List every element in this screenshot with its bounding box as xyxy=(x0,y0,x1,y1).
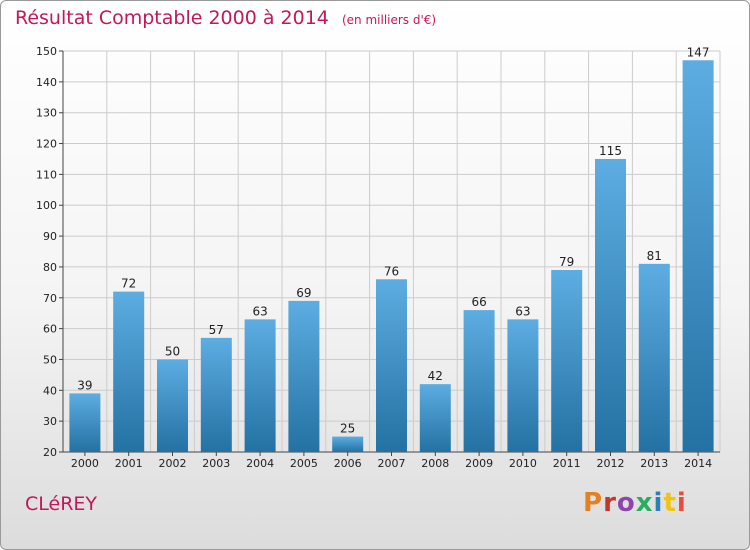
bar-2004[interactable] xyxy=(244,319,276,452)
data-label: 63 xyxy=(252,304,267,318)
bar-2009[interactable] xyxy=(463,310,495,452)
y-tick-label: 110 xyxy=(36,168,57,181)
bar-2005[interactable] xyxy=(288,300,320,452)
x-tick-label: 2013 xyxy=(640,457,668,470)
x-tick-label: 2011 xyxy=(553,457,581,470)
y-tick-label: 80 xyxy=(43,261,57,274)
x-tick-label: 2009 xyxy=(465,457,493,470)
y-tick-label: 100 xyxy=(36,199,57,212)
x-tick-label: 2006 xyxy=(334,457,362,470)
bar-2014[interactable] xyxy=(682,60,714,452)
data-label: 79 xyxy=(559,255,574,269)
data-label: 72 xyxy=(121,277,136,291)
data-label: 63 xyxy=(515,304,530,318)
bar-2013[interactable] xyxy=(638,263,670,452)
data-label: 57 xyxy=(209,323,224,337)
x-tick-label: 2002 xyxy=(159,457,187,470)
logo-letter: P xyxy=(583,488,604,518)
y-tick-label: 150 xyxy=(36,45,57,58)
y-tick-label: 20 xyxy=(43,446,57,459)
x-tick-label: 2005 xyxy=(290,457,318,470)
data-label: 69 xyxy=(296,286,311,300)
y-tick-label: 60 xyxy=(43,323,57,336)
data-labels: 39 72 50 57 63 69 25 76 42 66 63 79 115 81 147 xyxy=(77,45,709,435)
logo-letter: x xyxy=(635,488,654,518)
x-tick-label: 2008 xyxy=(421,457,449,470)
data-label: 66 xyxy=(471,295,486,309)
bar-2010[interactable] xyxy=(507,319,539,452)
data-label: 39 xyxy=(77,378,92,392)
bar-2012[interactable] xyxy=(595,158,626,452)
y-tick-label: 30 xyxy=(43,415,57,428)
bar-2011[interactable] xyxy=(551,270,583,452)
y-tick-label: 90 xyxy=(43,230,57,243)
y-tick-label: 140 xyxy=(36,76,57,89)
bar-2001[interactable] xyxy=(113,291,145,452)
data-label: 81 xyxy=(647,249,662,263)
bar-2000[interactable] xyxy=(69,393,101,452)
x-tick-label: 2004 xyxy=(246,457,274,470)
data-label: 42 xyxy=(428,369,443,383)
logo-letter: i xyxy=(653,488,664,518)
y-tick-label: 50 xyxy=(43,353,57,366)
bar-2003[interactable] xyxy=(200,337,232,452)
chart-title-text: Résultat Comptable 2000 à 2014 xyxy=(15,7,329,29)
data-label: 25 xyxy=(340,422,355,436)
y-tick-label: 70 xyxy=(43,292,57,305)
bar-2006[interactable] xyxy=(332,436,364,452)
data-label: 50 xyxy=(165,344,180,358)
logo-letter: t xyxy=(663,488,677,518)
logo-letter: r xyxy=(603,488,617,518)
x-tick-label: 2000 xyxy=(71,457,99,470)
x-tick-label: 2012 xyxy=(597,457,625,470)
x-tick-label: 2010 xyxy=(509,457,537,470)
bar-2002[interactable] xyxy=(157,359,188,452)
bar-2008[interactable] xyxy=(419,384,451,452)
x-tick-label: 2007 xyxy=(378,457,406,470)
x-tick-label: 2003 xyxy=(202,457,230,470)
x-tick-label: 2014 xyxy=(684,457,712,470)
bars xyxy=(69,60,714,452)
proxiti-logo[interactable]: Proxiti xyxy=(583,488,687,518)
x-tick-label: 2001 xyxy=(115,457,143,470)
bar-2007[interactable] xyxy=(376,279,407,452)
chart-title: Résultat Comptable 2000 à 2014 (en milli… xyxy=(15,7,436,29)
logo-letter: i xyxy=(676,488,687,518)
chart-subtitle: (en milliers d'€) xyxy=(341,13,437,27)
data-label: 76 xyxy=(384,264,399,278)
data-label: 147 xyxy=(687,45,710,59)
y-tick-label: 130 xyxy=(36,107,57,120)
commune-name: CLéREY xyxy=(25,493,98,515)
logo-letter: o xyxy=(616,488,636,518)
y-tick-label: 120 xyxy=(36,138,57,151)
y-tick-label: 40 xyxy=(43,384,57,397)
data-label: 115 xyxy=(599,144,622,158)
